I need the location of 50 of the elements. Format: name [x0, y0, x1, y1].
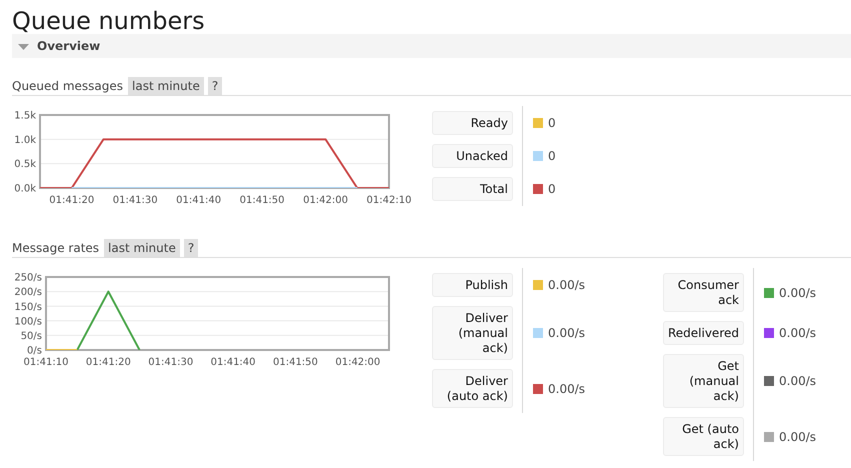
legend-label: Unacked: [432, 144, 513, 168]
y-tick-label: 250/s: [14, 272, 42, 284]
text: 0.00/s: [779, 430, 816, 444]
y-tick-label: 200/s: [14, 287, 42, 298]
text: 0.00/s: [779, 374, 816, 388]
text: 0.00/s: [779, 326, 816, 340]
y-tick-label: 150/s: [14, 302, 42, 313]
x-tick-label: 01:41:50: [272, 357, 318, 368]
x-tick-label: 01:41:20: [86, 357, 131, 368]
range-button: last minute: [104, 239, 180, 257]
legend-label: Consumer ack: [663, 273, 744, 312]
chart-title: Message rates: [12, 241, 100, 255]
y-tick-label: 100/s: [14, 316, 42, 328]
text: 0: [548, 182, 556, 196]
text: Queue numbers: [12, 6, 205, 37]
text: 0: [548, 149, 556, 163]
text: 0.00/s: [548, 382, 586, 396]
legend-label: Deliver (auto ack): [432, 369, 513, 408]
y-tick-label: 0.5k: [14, 159, 36, 170]
legend-label: Publish: [432, 273, 513, 297]
legend-label: Ready: [432, 111, 513, 135]
legend-label: Get (auto ack): [663, 417, 744, 456]
x-tick-label: 01:42:00: [335, 357, 380, 368]
help-button: ?: [208, 77, 222, 95]
text: 0: [548, 116, 556, 130]
x-tick-label: 01:41:40: [210, 357, 256, 368]
y-tick-label: 1.5k: [14, 110, 36, 122]
x-tick-label: 01:41:30: [148, 357, 194, 368]
text: 0.00/s: [548, 278, 586, 292]
y-tick-label: 50/s: [20, 330, 42, 342]
text: Overview: [37, 38, 100, 55]
x-tick-label: 01:41:40: [176, 195, 222, 206]
legend-label: Redelivered: [663, 321, 744, 345]
range-button: last minute: [128, 77, 204, 95]
text: 0.00/s: [779, 286, 816, 300]
x-tick-label: 01:42:10: [366, 195, 412, 206]
y-tick-label: 0.0k: [14, 184, 36, 195]
legend-label: Get (manual ack): [663, 354, 744, 408]
x-tick-label: 01:42:00: [303, 195, 348, 206]
y-tick-label: 1.0k: [14, 134, 36, 146]
x-tick-label: 01:41:10: [24, 357, 68, 368]
help-button: ?: [184, 239, 198, 257]
chart-title: Queued messages: [12, 79, 124, 93]
legend-label: Deliver (manual ack): [432, 306, 513, 360]
x-tick-label: 01:41:50: [240, 195, 285, 206]
x-tick-label: 01:41:30: [112, 195, 158, 206]
x-tick-label: 01:41:20: [49, 195, 94, 206]
legend-label: Total: [432, 177, 513, 201]
text: 0.00/s: [548, 326, 586, 340]
y-tick-label: 0/s: [27, 346, 42, 357]
